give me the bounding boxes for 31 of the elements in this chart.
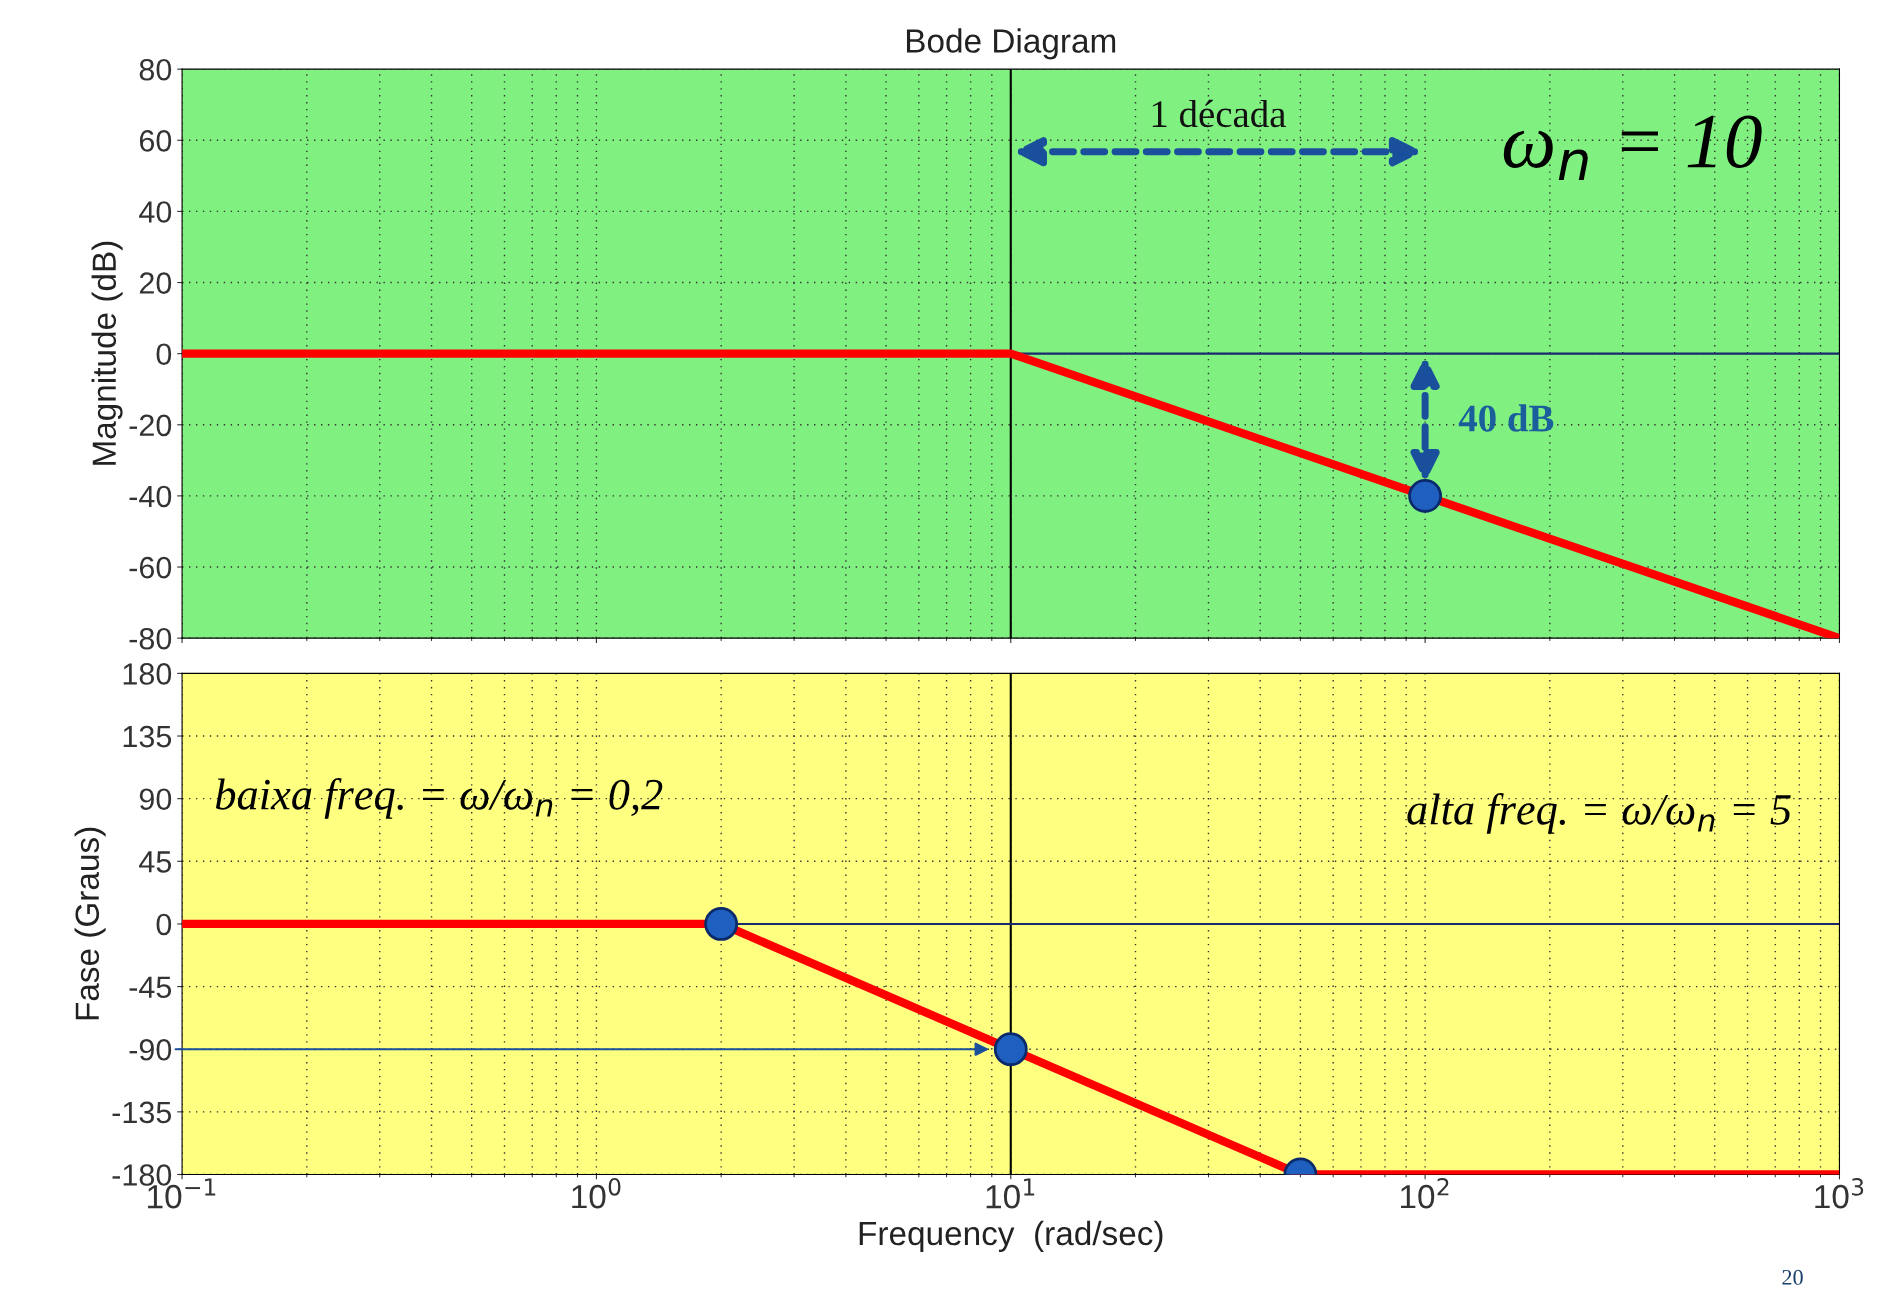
chart-title: Bode Diagram [906,28,1116,60]
x-tick-label: 10$^{2}$ [1400,1178,1449,1209]
x-tick-label: 10$^{3}$ [1815,1178,1864,1209]
x-tick-label: 10$^{0}$ [572,1178,621,1209]
y-tick-label: -90 [129,1038,172,1061]
y-tick-label: 80 [139,58,172,81]
y-tick-label: 135 [123,725,172,748]
x-axis-title: Frequency (rad/sec) [859,1220,1163,1252]
y-tick-label: -60 [129,556,172,579]
text: 20 [1782,1269,1803,1285]
annotation: 40 dB [1458,404,1554,432]
y-axis-title: Fase (Graus) [74,827,106,1020]
annotation: ω$_{n}$ = 10 [1503,115,1762,180]
y-tick-label: 60 [139,130,172,152]
y-tick-label: 0 [156,913,172,936]
y-tick-label: 180 [123,663,172,685]
y-tick-label: -80 [129,627,172,650]
x-tick-label: 10$^{1}$ [986,1178,1035,1209]
y-axis-title: Magnitude (dB) [91,241,123,465]
y-tick-label: 0 [156,343,172,366]
annotation: baixa freq. = ω/ω$_{n}$ = 0,2 [215,777,663,819]
y-tick-label: -20 [129,414,172,437]
annotation: 1 década [1152,99,1286,128]
y-tick-label: -45 [129,976,172,998]
y-tick-label: -40 [129,485,172,508]
y-tick-label: 40 [139,201,172,223]
y-tick-label: 20 [139,272,172,294]
y-tick-label: 45 [139,851,172,873]
y-tick-label: -135 [112,1101,172,1124]
annotation: alta freq. = ω/ω$_{n}$ = 5 [1407,793,1791,834]
y-tick-label: 90 [139,788,172,811]
